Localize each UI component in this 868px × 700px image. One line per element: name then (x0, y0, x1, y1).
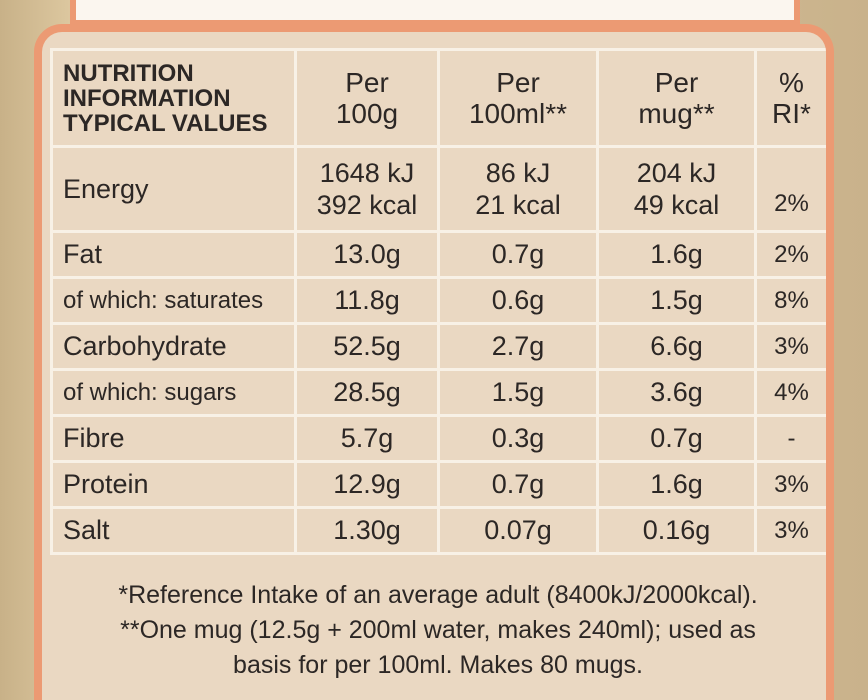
value-per-mug: 6.6g (596, 322, 757, 371)
value-ri: 4% (754, 368, 826, 417)
energy-per-100ml: 86 kJ 21 kcal (437, 145, 599, 233)
footnote-mug-line2: basis for per 100ml. Makes 80 mugs. (233, 651, 643, 679)
value-per-100ml: 0.3g (437, 414, 599, 463)
value-per-100g: 52.5g (294, 322, 440, 371)
nutrient-name: Carbohydrate (50, 322, 297, 371)
value-per-mug: 0.7g (596, 414, 757, 463)
nutrient-name: Fibre (50, 414, 297, 463)
table-row: of which: saturates 11.8g 0.6g 1.5g 8% (50, 276, 826, 325)
value-ri: 2% (754, 230, 826, 279)
nutrient-name: Energy (50, 145, 297, 233)
value-ri: 3% (754, 322, 826, 371)
header-per-100ml: Per 100ml** (437, 48, 599, 148)
energy-per-100g: 1648 kJ 392 kcal (294, 145, 440, 233)
header-row: NUTRITION INFORMATION TYPICAL VALUES Per… (50, 48, 826, 148)
nutrition-table: NUTRITION INFORMATION TYPICAL VALUES Per… (50, 48, 826, 555)
value-per-100g: 28.5g (294, 368, 440, 417)
header-label: NUTRITION INFORMATION TYPICAL VALUES (50, 48, 297, 148)
value-per-100ml: 1.5g (437, 368, 599, 417)
table-row: of which: sugars 28.5g 1.5g 3.6g 4% (50, 368, 826, 417)
nutrition-label-panel: NUTRITION INFORMATION TYPICAL VALUES Per… (34, 24, 834, 700)
value-per-100ml: 0.7g (437, 230, 599, 279)
value-per-100ml: 0.07g (437, 506, 599, 555)
value-per-100g: 12.9g (294, 460, 440, 509)
value-ri: - (754, 414, 826, 463)
value-ri: 8% (754, 276, 826, 325)
value-per-100ml: 2.7g (437, 322, 599, 371)
value-per-mug: 1.6g (596, 460, 757, 509)
table-row: Carbohydrate 52.5g 2.7g 6.6g 3% (50, 322, 826, 371)
table-row: Protein 12.9g 0.7g 1.6g 3% (50, 460, 826, 509)
footnote-reference-intake: *Reference Intake of an average adult (8… (118, 581, 758, 609)
value-per-mug: 3.6g (596, 368, 757, 417)
table-row: Fibre 5.7g 0.3g 0.7g - (50, 414, 826, 463)
packaging-top-strip (70, 0, 800, 26)
nutrient-name: Protein (50, 460, 297, 509)
nutrient-name: of which: sugars (50, 368, 297, 417)
value-per-100ml: 0.7g (437, 460, 599, 509)
footnotes: *Reference Intake of an average adult (8… (50, 578, 826, 683)
nutrient-name: of which: saturates (50, 276, 297, 325)
header-per-mug: Per mug** (596, 48, 757, 148)
table-row-energy: Energy 1648 kJ 392 kcal 86 kJ 21 kcal 20… (50, 145, 826, 233)
table-row: Fat 13.0g 0.7g 1.6g 2% (50, 230, 826, 279)
value-per-100g: 5.7g (294, 414, 440, 463)
nutrient-name: Fat (50, 230, 297, 279)
energy-per-mug: 204 kJ 49 kcal (596, 145, 757, 233)
energy-ri: 2% (754, 145, 826, 233)
value-per-100g: 11.8g (294, 276, 440, 325)
value-per-mug: 1.6g (596, 230, 757, 279)
value-per-mug: 1.5g (596, 276, 757, 325)
value-per-100g: 13.0g (294, 230, 440, 279)
nutrient-name: Salt (50, 506, 297, 555)
value-ri: 3% (754, 506, 826, 555)
value-per-mug: 0.16g (596, 506, 757, 555)
table-row: Salt 1.30g 0.07g 0.16g 3% (50, 506, 826, 555)
footnote-mug-line1: **One mug (12.5g + 200ml water, makes 24… (120, 616, 756, 644)
header-per-100g: Per 100g (294, 48, 440, 148)
header-ri: % RI* (754, 48, 826, 148)
value-per-100g: 1.30g (294, 506, 440, 555)
value-ri: 3% (754, 460, 826, 509)
value-per-100ml: 0.6g (437, 276, 599, 325)
